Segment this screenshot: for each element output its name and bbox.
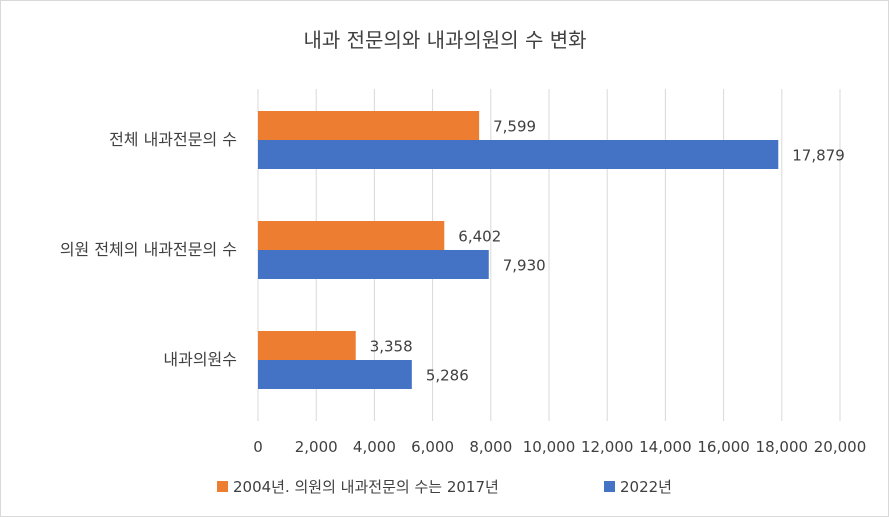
x-tick-label: 0 [253, 438, 263, 456]
x-tick-label: 12,000 [581, 438, 634, 456]
legend-swatch [604, 481, 615, 492]
x-tick-labels: 0 2,000 4,000 6,000 8,000 10,000 12,000 14,000 1… [253, 438, 866, 456]
chart-title: 내과 전문의와 내과의원의 수 변화 [303, 28, 586, 52]
data-label: 3,358 [370, 338, 413, 356]
category-label: 내과의원수 [163, 350, 237, 369]
bar-series1 [258, 331, 356, 360]
data-label: 17,879 [792, 147, 845, 165]
bar-series2 [258, 360, 412, 389]
data-label: 5,286 [426, 367, 469, 385]
bar-series2 [258, 140, 779, 169]
x-tick-label: 20,000 [814, 438, 867, 456]
legend-swatch [217, 481, 228, 492]
x-tick-label: 2,000 [295, 438, 338, 456]
legend-label: 2004년. 의원의 내과전문의 수는 2017년 [233, 478, 499, 496]
x-tick-label: 8,000 [469, 438, 512, 456]
data-label: 7,930 [503, 257, 546, 275]
x-tick-label: 16,000 [697, 438, 750, 456]
x-tick-label: 18,000 [756, 438, 809, 456]
x-tick-label: 14,000 [639, 438, 692, 456]
bar-series1 [258, 111, 480, 140]
category-label: 전체 내과전문의 수 [109, 130, 237, 149]
x-tick-label: 10,000 [523, 438, 576, 456]
bar-series1 [258, 221, 445, 250]
legend: 2004년. 의원의 내과전문의 수는 2017년 2022년 [217, 478, 672, 496]
legend-label: 2022년 [620, 478, 672, 496]
x-tick-label: 6,000 [411, 438, 454, 456]
bars [258, 111, 779, 389]
x-tick-label: 4,000 [353, 438, 396, 456]
bar-series2 [258, 250, 489, 279]
category-label: 의원 전체의 내과전문의 수 [60, 240, 237, 259]
data-label: 7,599 [493, 118, 536, 136]
data-label: 6,402 [458, 228, 501, 246]
